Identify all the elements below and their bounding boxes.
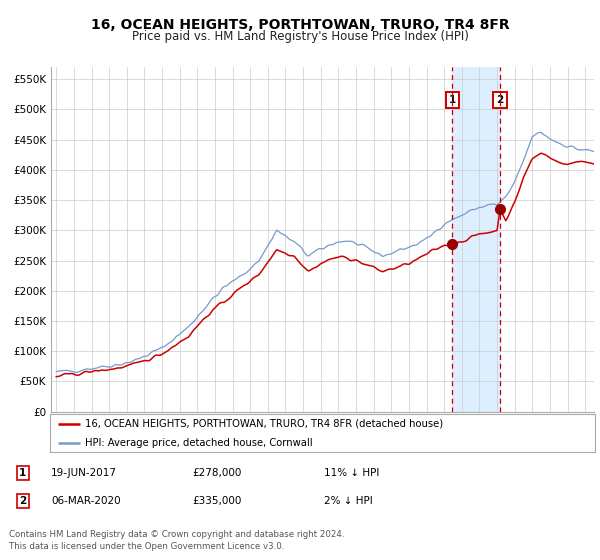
Text: 2% ↓ HPI: 2% ↓ HPI <box>324 496 373 506</box>
Text: Price paid vs. HM Land Registry's House Price Index (HPI): Price paid vs. HM Land Registry's House … <box>131 30 469 43</box>
Text: 2: 2 <box>19 496 26 506</box>
Text: 2: 2 <box>496 95 503 105</box>
Text: 11% ↓ HPI: 11% ↓ HPI <box>324 468 379 478</box>
Text: £278,000: £278,000 <box>192 468 241 478</box>
Text: 1: 1 <box>449 95 456 105</box>
Bar <box>452 67 500 412</box>
Text: Contains HM Land Registry data © Crown copyright and database right 2024.: Contains HM Land Registry data © Crown c… <box>9 530 344 539</box>
Text: 1: 1 <box>19 468 26 478</box>
Text: £335,000: £335,000 <box>192 496 241 506</box>
Text: This data is licensed under the Open Government Licence v3.0.: This data is licensed under the Open Gov… <box>9 542 284 551</box>
Text: 16, OCEAN HEIGHTS, PORTHTOWAN, TRURO, TR4 8FR: 16, OCEAN HEIGHTS, PORTHTOWAN, TRURO, TR… <box>91 18 509 32</box>
Text: 19-JUN-2017: 19-JUN-2017 <box>51 468 117 478</box>
Text: 16, OCEAN HEIGHTS, PORTHTOWAN, TRURO, TR4 8FR (detached house): 16, OCEAN HEIGHTS, PORTHTOWAN, TRURO, TR… <box>85 419 443 429</box>
Text: HPI: Average price, detached house, Cornwall: HPI: Average price, detached house, Corn… <box>85 438 313 448</box>
Text: 06-MAR-2020: 06-MAR-2020 <box>51 496 121 506</box>
